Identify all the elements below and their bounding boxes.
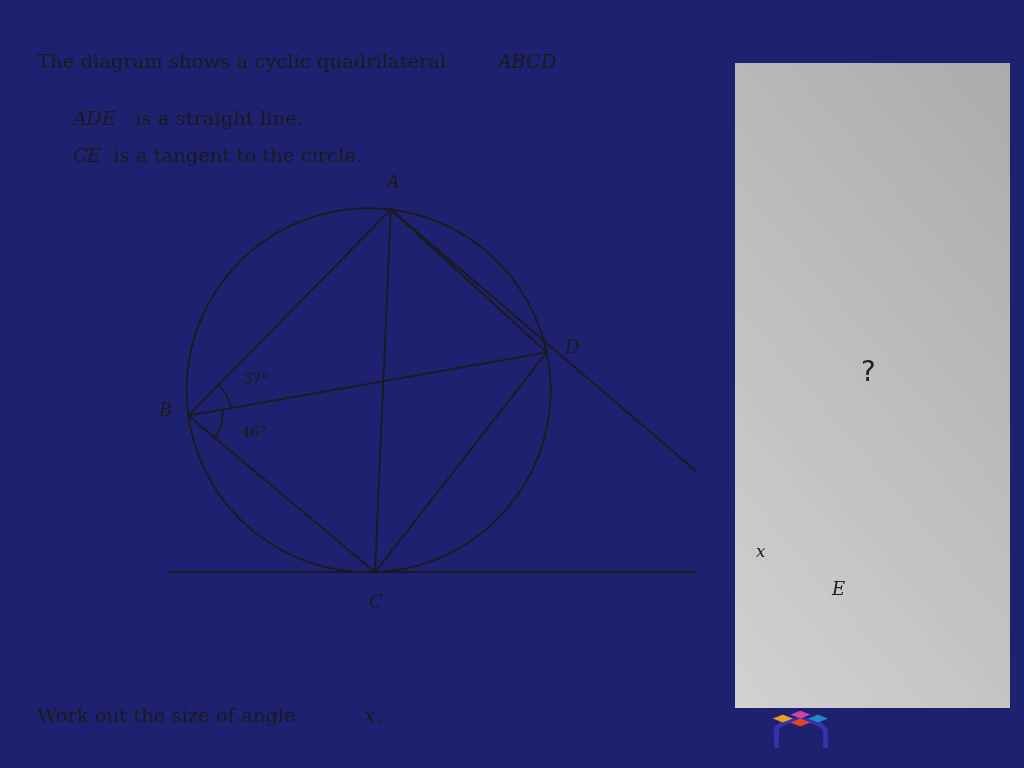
Text: x: x bbox=[364, 707, 375, 726]
Text: is a straight line.: is a straight line. bbox=[129, 111, 302, 128]
Text: E: E bbox=[831, 581, 844, 599]
Text: C: C bbox=[368, 594, 382, 612]
Text: D: D bbox=[564, 339, 579, 357]
Polygon shape bbox=[773, 714, 793, 723]
Text: ?: ? bbox=[859, 359, 874, 386]
Text: .: . bbox=[547, 54, 554, 72]
Text: Learning Trust: Learning Trust bbox=[853, 738, 942, 751]
Text: A: A bbox=[387, 174, 399, 192]
Text: .: . bbox=[377, 707, 383, 726]
Polygon shape bbox=[791, 710, 810, 719]
Text: The diagram shows a cyclic quadrilateral: The diagram shows a cyclic quadrilateral bbox=[37, 54, 453, 72]
Text: x: x bbox=[756, 545, 765, 561]
Text: 46°: 46° bbox=[241, 426, 268, 440]
Polygon shape bbox=[808, 714, 828, 723]
Text: ADE: ADE bbox=[73, 111, 117, 128]
Text: 37°: 37° bbox=[244, 372, 270, 386]
Text: CE: CE bbox=[73, 148, 101, 167]
Text: is a tangent to the circle.: is a tangent to the circle. bbox=[108, 148, 362, 167]
Text: B: B bbox=[158, 402, 171, 420]
Text: Archway: Archway bbox=[853, 719, 927, 734]
Text: ABCD: ABCD bbox=[497, 54, 556, 72]
Polygon shape bbox=[791, 719, 810, 727]
Text: Work out the size of angle: Work out the size of angle bbox=[37, 707, 302, 726]
